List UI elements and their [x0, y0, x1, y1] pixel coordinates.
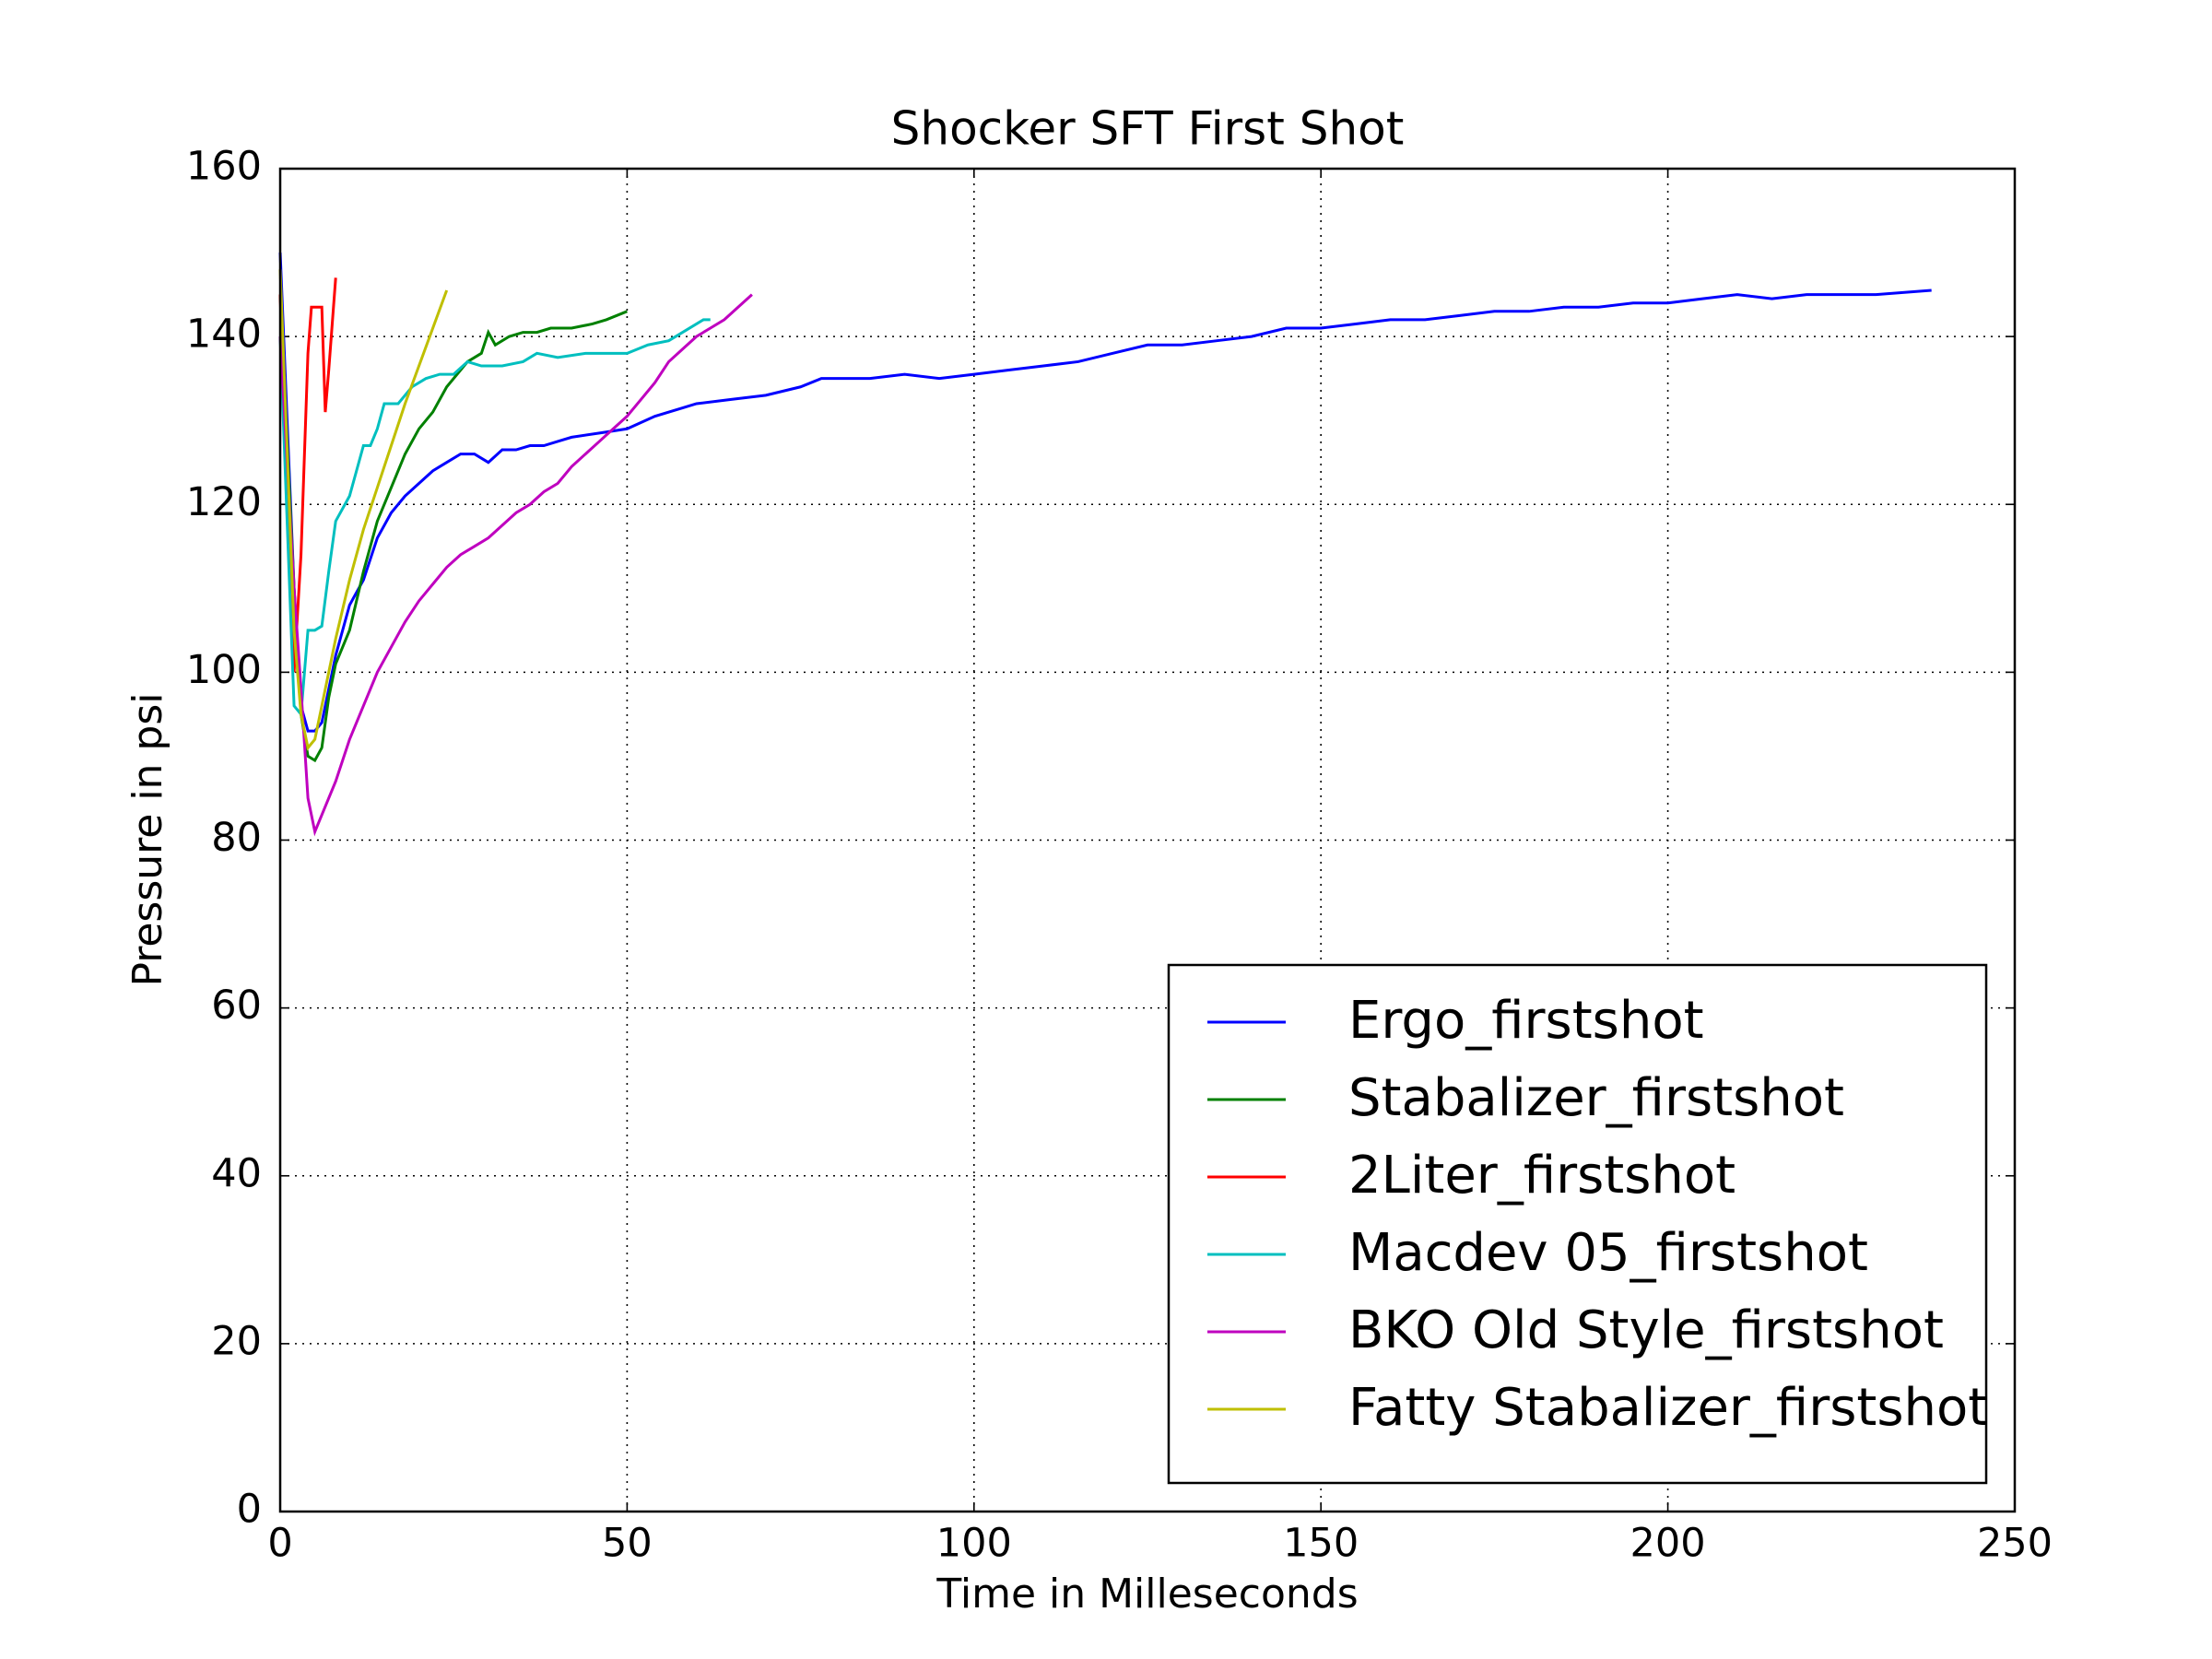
y-tick-label: 40 — [211, 1150, 262, 1196]
y-tick-label: 140 — [186, 312, 262, 358]
x-tick-label: 0 — [267, 1521, 292, 1567]
series-line — [278, 294, 628, 763]
series-line — [278, 318, 711, 718]
x-axis-label: Time in Milleseconds — [935, 1571, 1358, 1618]
plot-frame — [278, 167, 2017, 1513]
legend-label: 2Liter_firstshot — [1348, 1146, 1735, 1206]
legend-label: Stabalizer_firstshot — [1348, 1068, 1844, 1128]
legend-label: Macdev 05_firstshot — [1348, 1223, 1868, 1283]
legend-box — [1167, 963, 1988, 1485]
x-tick-label: 200 — [1630, 1521, 1706, 1567]
y-tick-label: 80 — [211, 815, 262, 861]
y-tick-label: 60 — [211, 982, 262, 1029]
series-line — [278, 252, 1932, 733]
y-tick-label: 0 — [237, 1487, 262, 1533]
legend-label: BKO Old Style_firstshot — [1348, 1300, 1944, 1360]
series-line — [278, 269, 449, 751]
legend-label: Fatty Stabalizer_firstshot — [1348, 1378, 1988, 1438]
y-tick-label: 20 — [211, 1318, 262, 1364]
x-tick-label: 100 — [936, 1521, 1012, 1567]
y-axis-label: Pressure in psi — [124, 692, 171, 986]
x-tick-label: 250 — [1977, 1521, 2053, 1567]
y-tick-label: 120 — [186, 479, 262, 525]
legend-label: Ergo_firstshot — [1348, 991, 1704, 1051]
y-tick-label: 100 — [186, 647, 262, 693]
legend: Ergo_firstshot Stabalizer_firstshot 2Liter… — [1167, 963, 1988, 1485]
x-tick-label: 150 — [1283, 1521, 1359, 1567]
y-tick-label: 160 — [186, 144, 262, 190]
x-tick-label: 50 — [602, 1521, 653, 1567]
chart-title: Shocker SFT First Shot — [891, 102, 1405, 156]
series-line — [278, 293, 753, 837]
